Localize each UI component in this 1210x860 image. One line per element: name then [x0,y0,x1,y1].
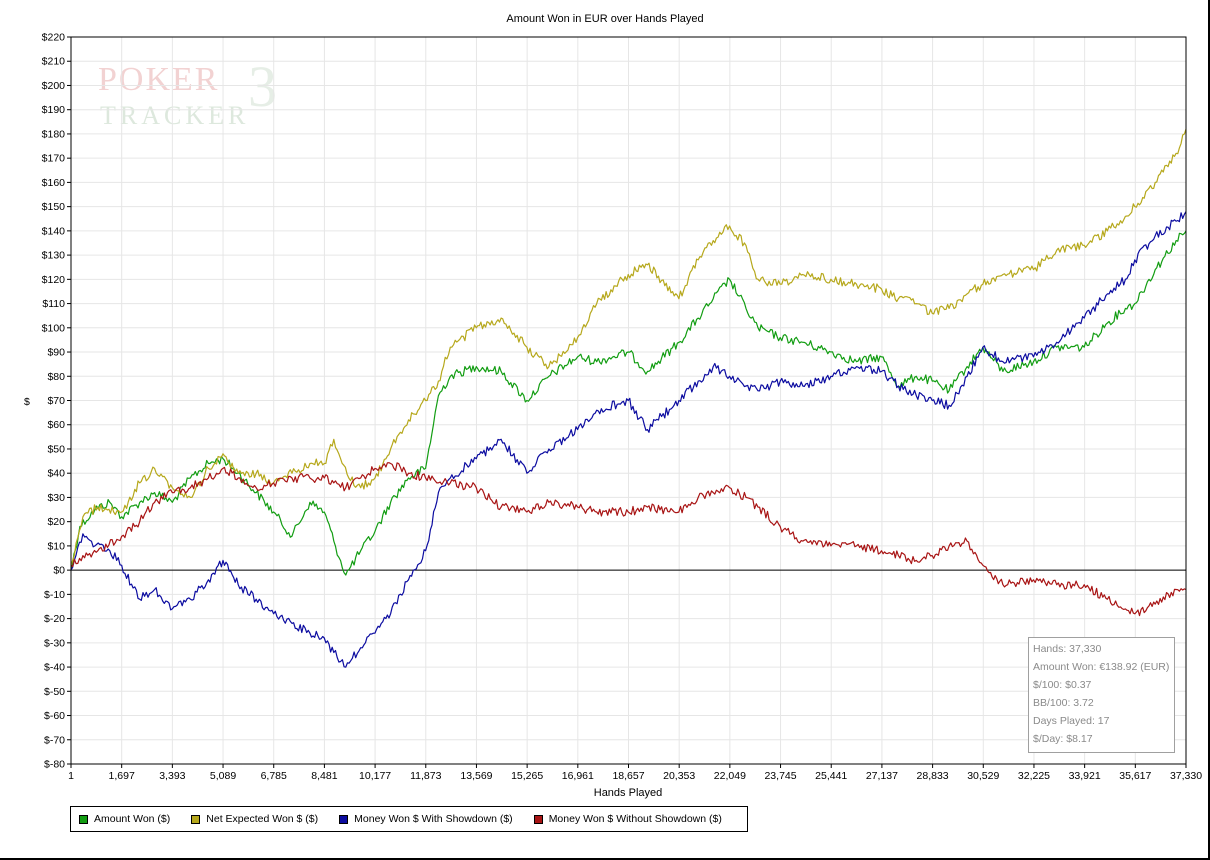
stat-amount-won: Amount Won: €138.92 (EUR) [1033,661,1170,673]
x-tick-label: 20,353 [663,770,695,782]
y-tick-label: $40 [47,468,65,480]
grid [70,36,1187,765]
y-tick-label: $100 [42,322,66,334]
y-tick-label: $-20 [44,613,65,625]
y-tick-label: $190 [42,104,66,116]
y-tick-label: $-30 [44,637,65,649]
x-tick-label: 37,330 [1170,770,1202,782]
y-tick-label: $50 [47,443,65,455]
series-line [70,462,1187,617]
y-tick-label: $120 [42,274,66,286]
x-tick-label: 1,697 [109,770,135,782]
y-tick-label: $-70 [44,734,65,746]
y-tick-label: $-60 [44,710,65,722]
legend-item: Money Won $ Without Showdown ($) [533,813,722,825]
legend: Amount Won ($) Net Expected Won $ ($) Mone… [70,806,748,832]
y-tick-label: $150 [42,201,66,213]
x-tick-label: 18,657 [612,770,644,782]
series-line [70,230,1187,576]
stat-bb-100: BB/100: 3.72 [1033,697,1094,709]
y-tick-label: $-10 [44,589,65,601]
x-tick-label: 13,569 [460,770,492,782]
y-tick-label: $180 [42,128,66,140]
x-tick-label: 16,961 [562,770,594,782]
y-tick-label: $160 [42,177,66,189]
logo-mark: 3 [248,58,277,119]
y-tick-label: $0 [53,565,65,577]
y-tick-label: $80 [47,371,65,383]
legend-item: Net Expected Won $ ($) [191,813,318,825]
x-tick-label: 22,049 [714,770,746,782]
x-axis-label: Hands Played [593,787,663,799]
legend-swatch [533,814,543,824]
legend-label: Net Expected Won $ ($) [206,813,319,825]
x-tick-label: 3,393 [159,770,185,782]
chart-title: Amount Won in EUR over Hands Played [506,13,704,25]
x-tick-label: 35,617 [1119,770,1151,782]
stat-per-100: $/100: $0.37 [1033,679,1092,691]
x-tick-label: 8,481 [311,770,337,782]
x-tick-label: 25,441 [815,770,847,782]
legend-label: Money Won $ Without Showdown ($) [548,813,722,825]
y-tick-label: $220 [42,32,66,44]
legend-swatch [339,814,349,824]
legend-item: Amount Won ($) [79,813,170,825]
legend-label: Amount Won ($) [94,813,171,825]
x-tick-label: 11,873 [410,770,441,782]
logo-line1: POKER [98,61,219,98]
y-tick-label: $30 [47,492,65,504]
y-tick-label: $-40 [44,662,65,674]
x-tick-label: 32,225 [1018,770,1050,782]
y-tick-label: $70 [47,395,65,407]
y-tick-label: $10 [47,540,65,552]
y-tick-label: $90 [47,347,65,359]
x-tick-label: 15,265 [511,770,543,782]
y-tick-label: $-80 [44,759,65,771]
legend-label: Money Won $ With Showdown ($) [354,813,513,825]
y-tick-label: $140 [42,225,66,237]
stats-box: Hands: 37,330 Amount Won: €138.92 (EUR) … [1028,637,1175,753]
y-axis: $220 $210 $200 $190 $180 $170 $160 $150 $140 $130… [42,32,71,771]
legend-swatch [79,814,88,824]
pokertracker-logo: POKER TRACKER 3 [98,54,298,135]
x-tick-label: 28,833 [917,770,949,782]
x-tick-label: 6,785 [261,770,287,782]
stat-hands: Hands: 37,330 [1033,643,1102,655]
y-tick-label: $-50 [44,686,65,698]
series-line [70,128,1187,566]
x-tick-label: 23,745 [764,770,796,782]
x-tick-label: 10,177 [359,770,391,782]
x-tick-label: 27,137 [866,770,898,782]
y-tick-label: $210 [42,56,66,68]
y-tick-label: $170 [42,153,66,165]
series-layer [70,128,1187,668]
y-tick-label: $130 [42,250,66,262]
legend-item: Money Won $ With Showdown ($) [339,813,513,825]
x-tick-label: 5,089 [210,770,236,782]
legend-swatch [191,814,201,824]
y-tick-label: $110 [42,298,65,310]
y-axis-label: $ [24,396,30,408]
x-axis: 1 1,697 3,393 5,089 6,785 8,481 10,177 11,873 13… [68,764,1202,782]
y-tick-label: $200 [42,80,66,92]
series-line [70,211,1187,668]
y-tick-label: $20 [47,516,65,528]
y-tick-label: $60 [47,419,65,431]
x-tick-label: 30,529 [967,770,999,782]
x-tick-label: 33,921 [1069,770,1101,782]
stat-days-played: Days Played: 17 [1033,715,1110,727]
x-tick-label: 1 [68,770,74,782]
stat-per-day: $/Day: $8.17 [1033,733,1093,745]
